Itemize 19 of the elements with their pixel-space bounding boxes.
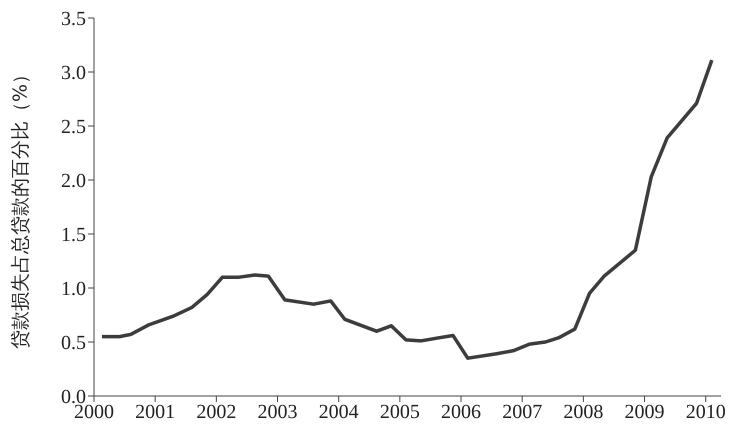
x-tick-label: 2009	[624, 401, 665, 424]
y-tick-label: 1.5	[61, 224, 86, 246]
y-tick-label: 3.0	[61, 62, 86, 84]
x-tick-label: 2001	[135, 401, 176, 424]
y-tick-label: 0.5	[61, 332, 86, 354]
x-tick-label: 2002	[196, 401, 236, 424]
x-tick-label: 2010	[686, 401, 726, 424]
x-tick-label: 2005	[380, 401, 420, 424]
x-tick-label: 2007	[502, 401, 542, 424]
y-axis-title: 贷款损失占总贷款的百分比（%）	[10, 64, 32, 350]
y-tick-label: 2.5	[61, 116, 86, 138]
y-tick-label: 2.0	[61, 170, 86, 192]
x-tick-label: 2004	[318, 401, 359, 424]
x-tick-label: 2006	[441, 401, 482, 424]
y-tick-label: 1.0	[61, 278, 86, 300]
line-series	[100, 58, 714, 360]
y-tick-label: 3.5	[61, 8, 86, 30]
x-tick-label: 2003	[258, 401, 298, 424]
x-tick-label: 2008	[563, 401, 604, 424]
